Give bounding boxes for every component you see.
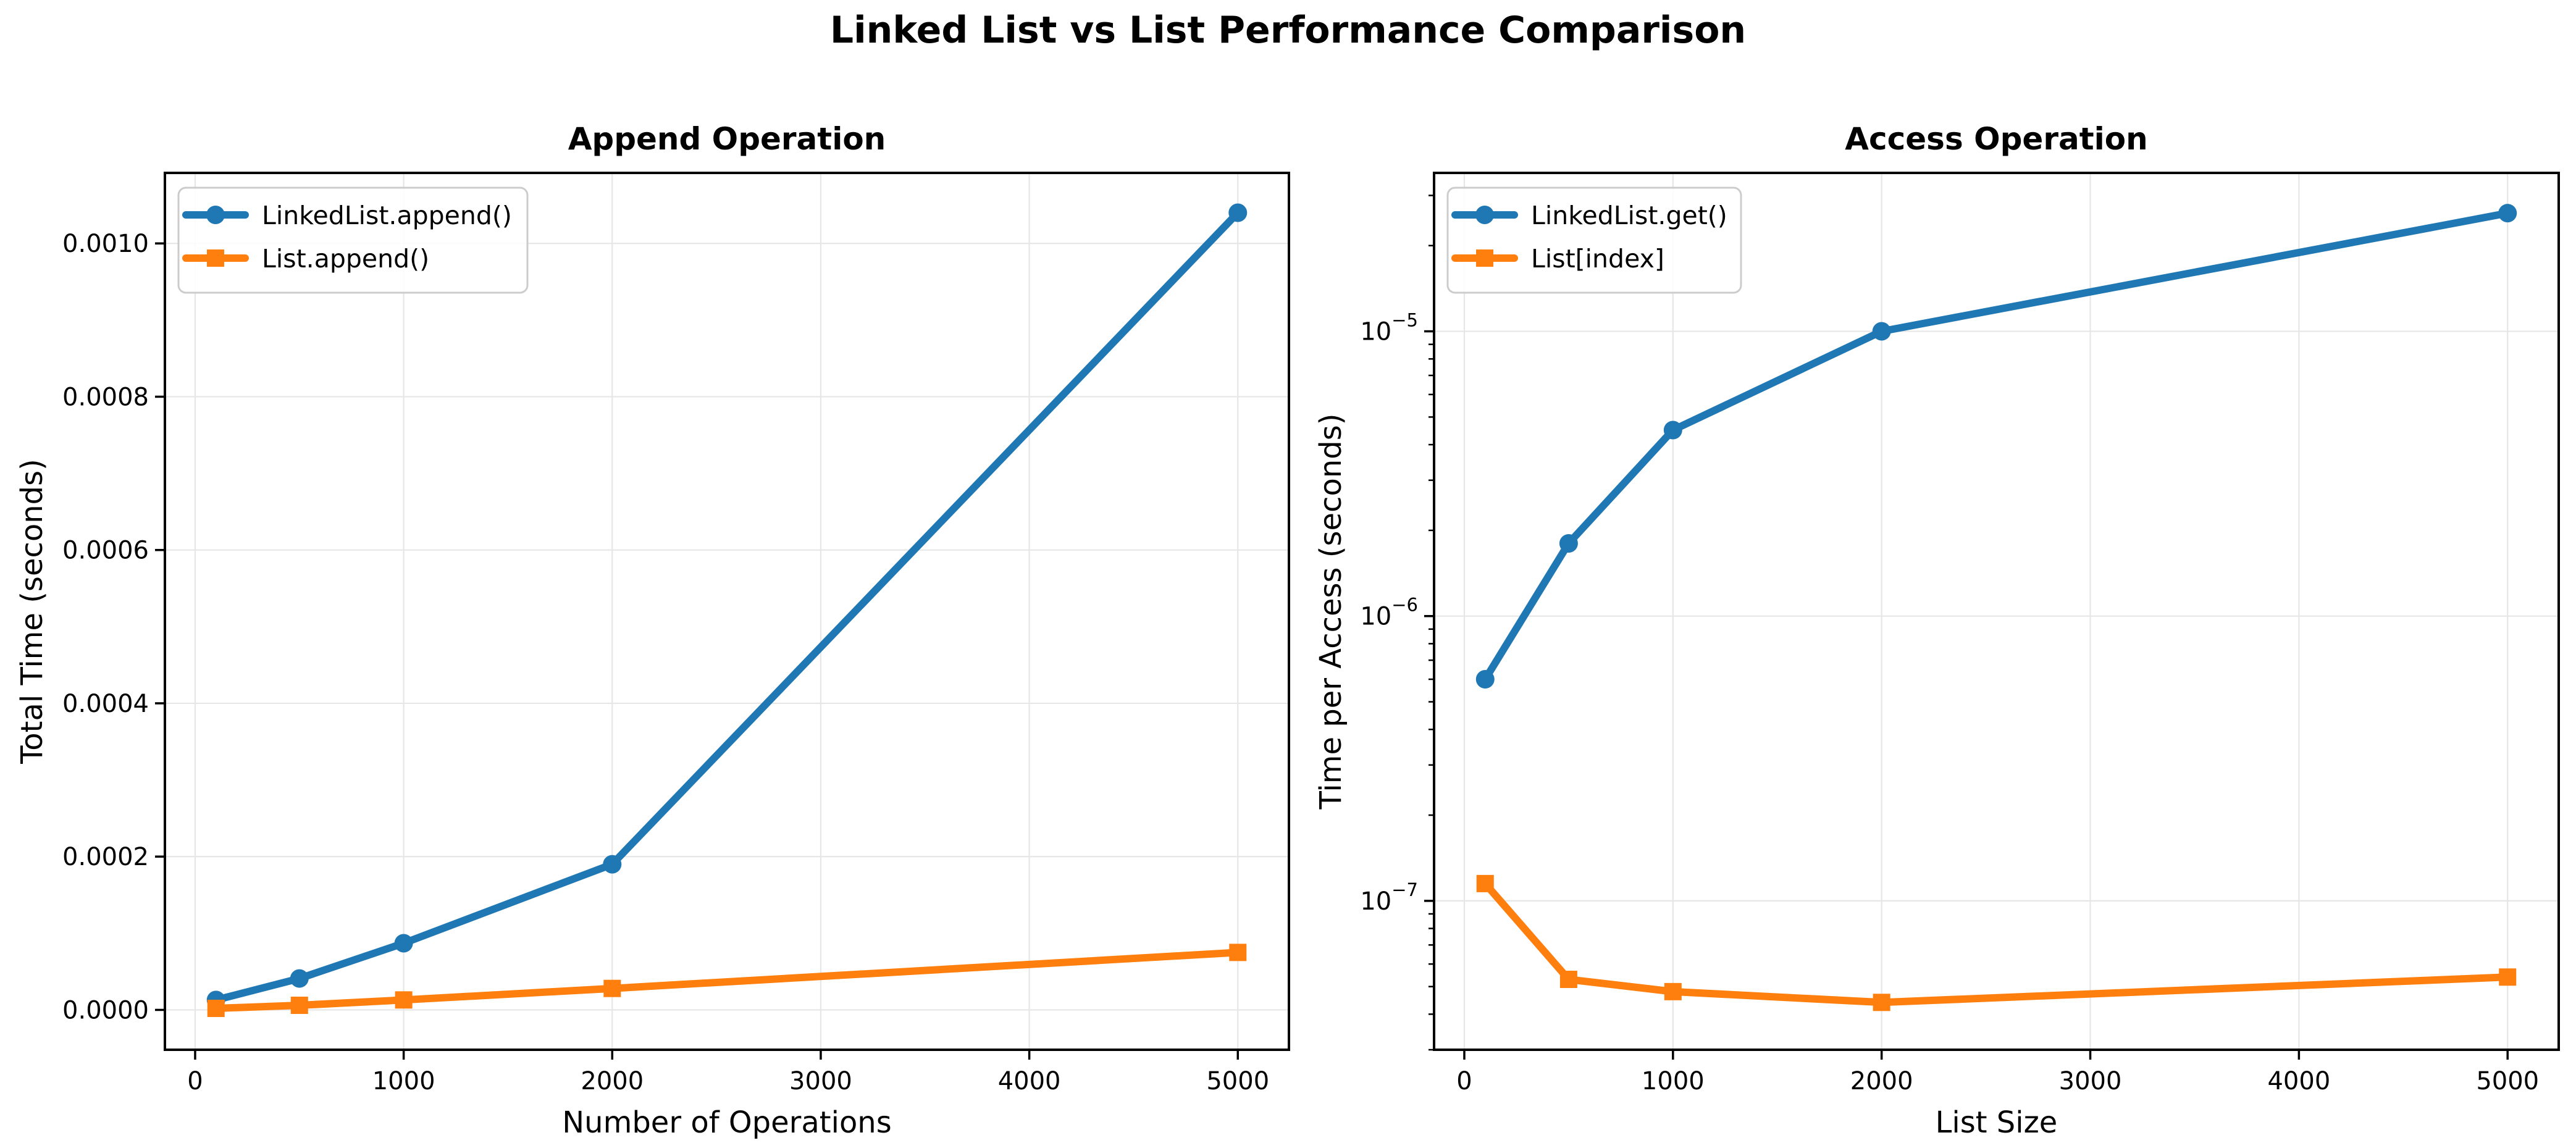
y-tick-label: 10−7 — [1360, 879, 1418, 916]
legend-box — [177, 186, 529, 294]
y-axis-label-left: Total Time (seconds) — [15, 459, 49, 764]
y-tick-label: 0.0010 — [62, 230, 149, 258]
x-tick-label: 3000 — [789, 1067, 852, 1095]
axes-spine — [164, 172, 1290, 1051]
data-point-marker — [207, 999, 225, 1017]
x-tick-label: 2000 — [1850, 1067, 1913, 1095]
legend-marker-circle — [1475, 206, 1494, 224]
series-line — [212, 948, 1242, 1012]
data-point-marker — [394, 934, 413, 953]
x-tick-label: 3000 — [2059, 1067, 2122, 1095]
data-point-marker — [1873, 994, 1890, 1011]
x-tick-label: 0 — [1456, 1067, 1472, 1095]
data-point-marker — [290, 969, 309, 988]
x-axis-label-right: List Size — [1935, 1105, 2058, 1140]
y-axis-label-right: Time per Access (seconds) — [1314, 413, 1348, 810]
legend-label: LinkedList.get() — [1531, 201, 1727, 230]
x-tick-label: 1000 — [372, 1067, 435, 1095]
legend-marker-square — [207, 249, 224, 267]
legend-marker-circle — [206, 206, 225, 224]
data-point-marker — [2499, 968, 2517, 986]
data-point-marker — [1228, 203, 1248, 222]
legend-label: List[index] — [1531, 244, 1664, 274]
y-tick-label: 0.0004 — [62, 690, 149, 718]
y-tick-label: 0.0008 — [62, 383, 149, 411]
data-point-marker — [2498, 204, 2517, 223]
x-tick-label: 5000 — [1206, 1067, 1269, 1095]
x-tick-label: 4000 — [2267, 1067, 2330, 1095]
x-tick-label: 5000 — [2476, 1067, 2539, 1095]
data-point-marker — [1475, 670, 1495, 689]
legend-marker-square — [1476, 249, 1493, 267]
y-tick-label: 0.0002 — [62, 843, 149, 871]
data-point-marker — [1476, 874, 1494, 892]
axes-spine — [1433, 172, 2560, 1051]
figure-suptitle: Linked List vs List Performance Comparis… — [829, 9, 1747, 52]
y-tick-label: 0.0000 — [62, 996, 149, 1024]
x-tick-label: 1000 — [1642, 1067, 1705, 1095]
legend-label: List.append() — [262, 244, 429, 274]
legend-label: LinkedList.append() — [262, 201, 512, 230]
y-tick-label: 10−6 — [1360, 595, 1418, 631]
data-point-marker — [603, 855, 622, 874]
subplot-title-access: Access Operation — [1845, 121, 2148, 157]
data-point-marker — [1559, 534, 1578, 553]
legend-box — [1446, 186, 1742, 294]
x-tick-label: 2000 — [581, 1067, 644, 1095]
x-axis-label-left: Number of Operations — [562, 1105, 892, 1140]
series-line — [212, 209, 1242, 1004]
data-point-marker — [1872, 322, 1891, 341]
subplot-title-append: Append Operation — [568, 121, 886, 157]
data-point-marker — [1664, 982, 1682, 1000]
y-tick-label: 10−5 — [1360, 310, 1418, 346]
data-point-marker — [1229, 944, 1247, 961]
y-tick-label: 0.0006 — [62, 537, 149, 565]
data-point-marker — [395, 991, 413, 1009]
data-point-marker — [1559, 971, 1577, 989]
data-point-marker — [1663, 421, 1682, 440]
x-tick-label: 4000 — [998, 1067, 1061, 1095]
x-tick-label: 0 — [187, 1067, 203, 1095]
data-point-marker — [603, 979, 621, 997]
data-point-marker — [290, 997, 308, 1015]
